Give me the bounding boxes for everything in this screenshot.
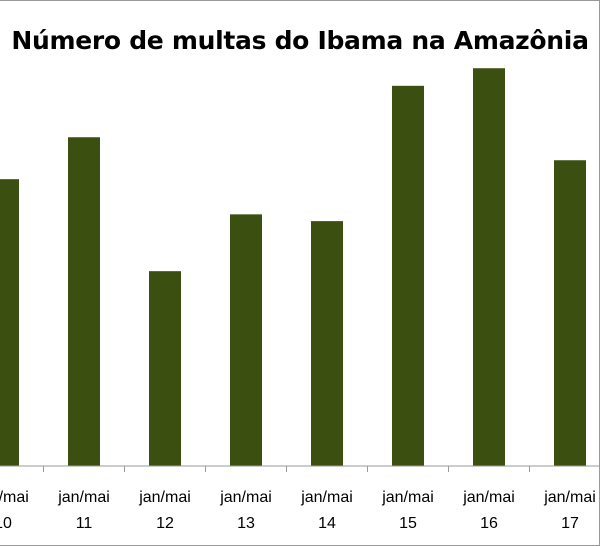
x-tick-label-period: jan/mai bbox=[0, 489, 29, 506]
bar-10 bbox=[0, 179, 19, 467]
x-tick-label-year: 11 bbox=[76, 515, 93, 532]
x-tick-label-period: jan/mai bbox=[219, 489, 272, 506]
x-tick-label-period: jan/mai bbox=[57, 489, 110, 506]
x-tick-label-year: 10 bbox=[0, 515, 12, 532]
x-labels-group: jan/mai 10 jan/mai 11 jan/mai 12 jan/mai 13 jan/… bbox=[0, 489, 596, 532]
x-tick-label-year: 16 bbox=[480, 515, 498, 532]
x-tick-label-year: 12 bbox=[156, 515, 174, 532]
bar-11 bbox=[68, 137, 100, 466]
x-tick-label-period: jan/mai bbox=[543, 489, 596, 506]
bars-group bbox=[0, 68, 586, 467]
bar-16 bbox=[473, 68, 505, 466]
x-tick-label-period: jan/mai bbox=[381, 489, 434, 506]
x-ticks-group bbox=[43, 466, 530, 472]
x-tick-label-year: 14 bbox=[318, 515, 336, 532]
x-tick-label-period: jan/mai bbox=[138, 489, 191, 506]
x-tick-label-year: 17 bbox=[561, 515, 579, 532]
chart-title: Número de multas do Ibama na Amazônia bbox=[11, 26, 589, 55]
bar-15 bbox=[392, 85, 424, 466]
x-tick-label-period: jan/mai bbox=[462, 489, 515, 506]
x-tick-label-year: 13 bbox=[237, 515, 255, 532]
bar-17 bbox=[554, 160, 586, 466]
bar-12 bbox=[149, 271, 181, 466]
bar-13 bbox=[230, 214, 262, 466]
x-tick-label-period: jan/mai bbox=[300, 489, 353, 506]
bar-14 bbox=[311, 221, 343, 466]
x-tick-label-year: 15 bbox=[399, 515, 417, 532]
